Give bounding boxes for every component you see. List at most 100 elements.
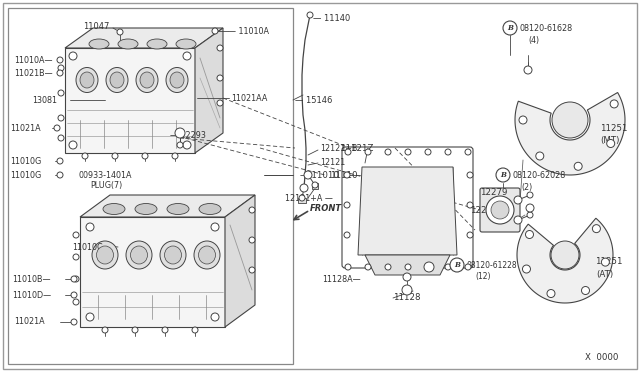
Text: X  0000: X 0000 xyxy=(585,353,618,362)
Ellipse shape xyxy=(118,39,138,49)
Circle shape xyxy=(465,149,471,155)
Circle shape xyxy=(69,141,77,149)
Circle shape xyxy=(57,70,63,76)
Ellipse shape xyxy=(160,241,186,269)
Circle shape xyxy=(58,135,64,141)
Circle shape xyxy=(574,162,582,170)
Text: 11128: 11128 xyxy=(393,292,420,301)
Text: 11010G: 11010G xyxy=(10,170,41,180)
Circle shape xyxy=(299,195,305,201)
Circle shape xyxy=(183,52,191,60)
Text: (2): (2) xyxy=(521,183,532,192)
Ellipse shape xyxy=(194,241,220,269)
Text: 12121+B: 12121+B xyxy=(320,144,357,153)
Text: 12121+A —: 12121+A — xyxy=(285,193,333,202)
Circle shape xyxy=(514,196,522,204)
Circle shape xyxy=(424,262,434,272)
Polygon shape xyxy=(517,218,613,303)
Circle shape xyxy=(132,327,138,333)
Text: 11110: 11110 xyxy=(330,170,358,180)
Text: 11010D—: 11010D— xyxy=(12,291,51,299)
Circle shape xyxy=(71,292,77,298)
Circle shape xyxy=(344,202,350,208)
Polygon shape xyxy=(195,28,223,153)
Circle shape xyxy=(345,149,351,155)
Circle shape xyxy=(73,276,79,282)
Circle shape xyxy=(249,237,255,243)
Circle shape xyxy=(73,299,79,305)
Polygon shape xyxy=(358,167,457,255)
Text: — 12293: — 12293 xyxy=(170,131,206,140)
Circle shape xyxy=(522,265,531,273)
Text: 11021B—: 11021B— xyxy=(14,68,52,77)
Ellipse shape xyxy=(136,67,158,93)
Text: — 15146: — 15146 xyxy=(295,96,332,105)
Circle shape xyxy=(445,264,451,270)
Ellipse shape xyxy=(126,241,152,269)
Text: — 11010: — 11010 xyxy=(300,170,339,180)
Text: B: B xyxy=(507,24,513,32)
Circle shape xyxy=(86,223,94,231)
Circle shape xyxy=(425,149,431,155)
Circle shape xyxy=(525,231,534,238)
Text: FRONT: FRONT xyxy=(310,203,342,212)
Circle shape xyxy=(403,273,411,281)
Circle shape xyxy=(212,28,218,34)
Circle shape xyxy=(610,100,618,108)
Circle shape xyxy=(82,153,88,159)
Circle shape xyxy=(217,45,223,51)
Circle shape xyxy=(344,232,350,238)
Text: 00933-1401A: 00933-1401A xyxy=(78,170,131,180)
Circle shape xyxy=(486,196,514,224)
Ellipse shape xyxy=(92,241,118,269)
Ellipse shape xyxy=(110,72,124,88)
Circle shape xyxy=(57,57,63,63)
Circle shape xyxy=(211,313,219,321)
FancyBboxPatch shape xyxy=(342,147,473,268)
Text: 08120-61228: 08120-61228 xyxy=(467,260,518,269)
Text: 08120-61628: 08120-61628 xyxy=(520,23,573,32)
Circle shape xyxy=(307,12,313,18)
Text: 11010B—: 11010B— xyxy=(12,275,51,283)
Text: B: B xyxy=(454,261,460,269)
Circle shape xyxy=(58,115,64,121)
Ellipse shape xyxy=(97,246,113,264)
Text: — 11140: — 11140 xyxy=(313,13,350,22)
Circle shape xyxy=(527,192,533,198)
Text: 11010A—: 11010A— xyxy=(14,55,52,64)
Text: PLUG(7): PLUG(7) xyxy=(90,180,122,189)
Text: 12279: 12279 xyxy=(480,187,508,196)
Circle shape xyxy=(405,264,411,270)
Circle shape xyxy=(467,202,473,208)
Text: 11121Z: 11121Z xyxy=(340,144,373,153)
Circle shape xyxy=(73,232,79,238)
Circle shape xyxy=(57,172,63,178)
Circle shape xyxy=(112,153,118,159)
Circle shape xyxy=(365,149,371,155)
Polygon shape xyxy=(65,28,223,48)
Ellipse shape xyxy=(198,246,216,264)
Ellipse shape xyxy=(131,246,147,264)
Circle shape xyxy=(344,172,350,178)
Text: B: B xyxy=(500,171,506,179)
Ellipse shape xyxy=(199,203,221,215)
Polygon shape xyxy=(365,255,450,275)
Circle shape xyxy=(536,152,544,160)
Text: 11128A—: 11128A— xyxy=(322,275,360,283)
Circle shape xyxy=(527,212,533,218)
Circle shape xyxy=(514,216,522,224)
Bar xyxy=(312,183,318,189)
Bar xyxy=(298,198,306,203)
Circle shape xyxy=(102,327,108,333)
Circle shape xyxy=(249,267,255,273)
Circle shape xyxy=(425,264,431,270)
Circle shape xyxy=(73,254,79,260)
Circle shape xyxy=(54,125,60,131)
Circle shape xyxy=(162,327,168,333)
FancyBboxPatch shape xyxy=(480,188,520,232)
Bar xyxy=(8,8,293,364)
Circle shape xyxy=(217,75,223,81)
Text: 11010G: 11010G xyxy=(10,157,41,166)
Circle shape xyxy=(304,171,312,179)
Circle shape xyxy=(467,172,473,178)
